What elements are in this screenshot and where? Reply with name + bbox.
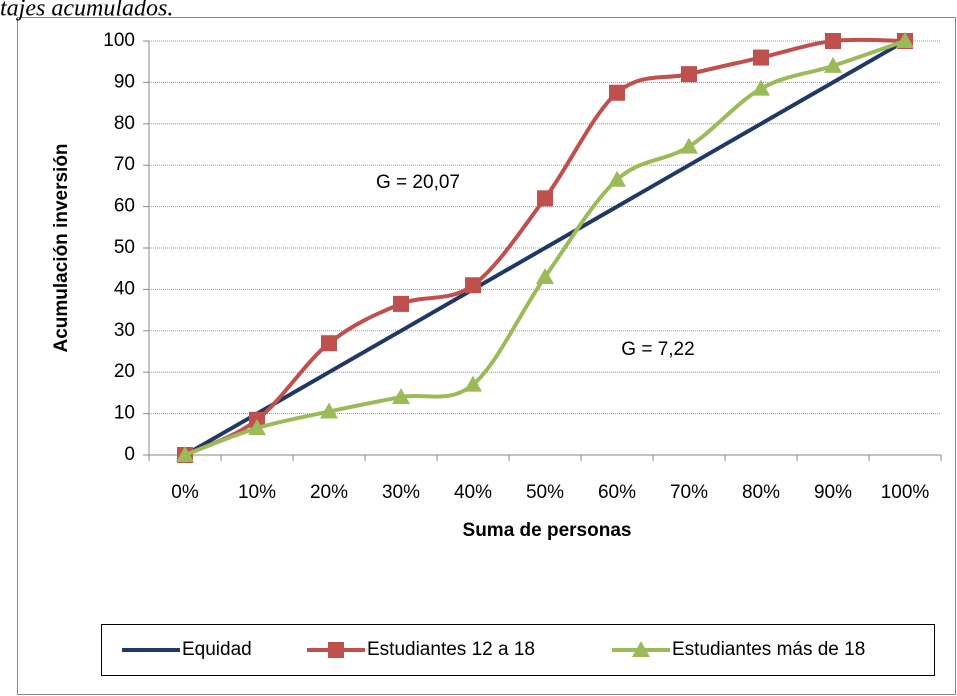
y-tick-label: 0 — [124, 444, 135, 465]
y-tick-label: 70 — [114, 154, 135, 175]
y-tick-label: 20 — [114, 361, 135, 382]
annotation: G = 7,22 — [621, 339, 694, 360]
y-tick-label: 60 — [114, 196, 135, 217]
marker — [608, 170, 626, 187]
x-tick-label: 100% — [881, 482, 930, 503]
marker — [465, 277, 481, 294]
marker — [393, 295, 409, 312]
marker — [392, 388, 410, 405]
x-tick-label: 10% — [238, 482, 276, 503]
legend-box — [101, 624, 935, 676]
caption: tajes acumulados. — [0, 0, 173, 22]
marker — [321, 335, 337, 352]
marker — [537, 190, 553, 207]
series-line — [184, 39, 906, 457]
y-tick-label: 90 — [114, 71, 135, 92]
x-tick-label: 90% — [814, 482, 852, 503]
legend-label: Estudiantes más de 18 — [672, 639, 865, 660]
y-tick-label: 30 — [114, 320, 135, 341]
marker — [320, 402, 338, 419]
marker — [825, 33, 841, 49]
marker — [824, 56, 842, 73]
marker — [464, 375, 482, 392]
marker — [609, 84, 625, 101]
x-tick-label: 20% — [310, 482, 348, 503]
marker — [681, 66, 697, 83]
marker — [752, 79, 770, 96]
marker — [536, 267, 554, 284]
marker — [896, 32, 914, 48]
x-tick-label: 40% — [454, 482, 492, 503]
y-tick-label: 80 — [114, 113, 135, 134]
legend-marker — [328, 642, 344, 658]
legend-label: Equidad — [182, 639, 252, 660]
x-axis-title: Suma de personas — [463, 520, 632, 541]
y-tick-label: 100 — [103, 30, 135, 51]
x-tick-label: 0% — [171, 482, 199, 503]
y-tick-label: 10 — [114, 403, 135, 424]
y-tick-label: 40 — [114, 278, 135, 299]
marker — [753, 49, 769, 66]
x-tick-label: 80% — [742, 482, 780, 503]
chart-frame — [17, 17, 956, 695]
legend-label: Estudiantes 12 a 18 — [367, 639, 535, 660]
x-tick-label: 60% — [598, 482, 636, 503]
marker — [680, 137, 698, 154]
y-axis-title: Acumulación inversión — [51, 143, 72, 352]
x-tick-label: 70% — [670, 482, 708, 503]
x-tick-label: 30% — [382, 482, 420, 503]
marker — [176, 446, 194, 462]
y-tick-label: 50 — [114, 237, 135, 258]
x-tick-label: 50% — [526, 482, 564, 503]
legend-marker — [632, 641, 650, 657]
annotation: G = 20,07 — [376, 172, 460, 193]
marker — [248, 419, 266, 436]
